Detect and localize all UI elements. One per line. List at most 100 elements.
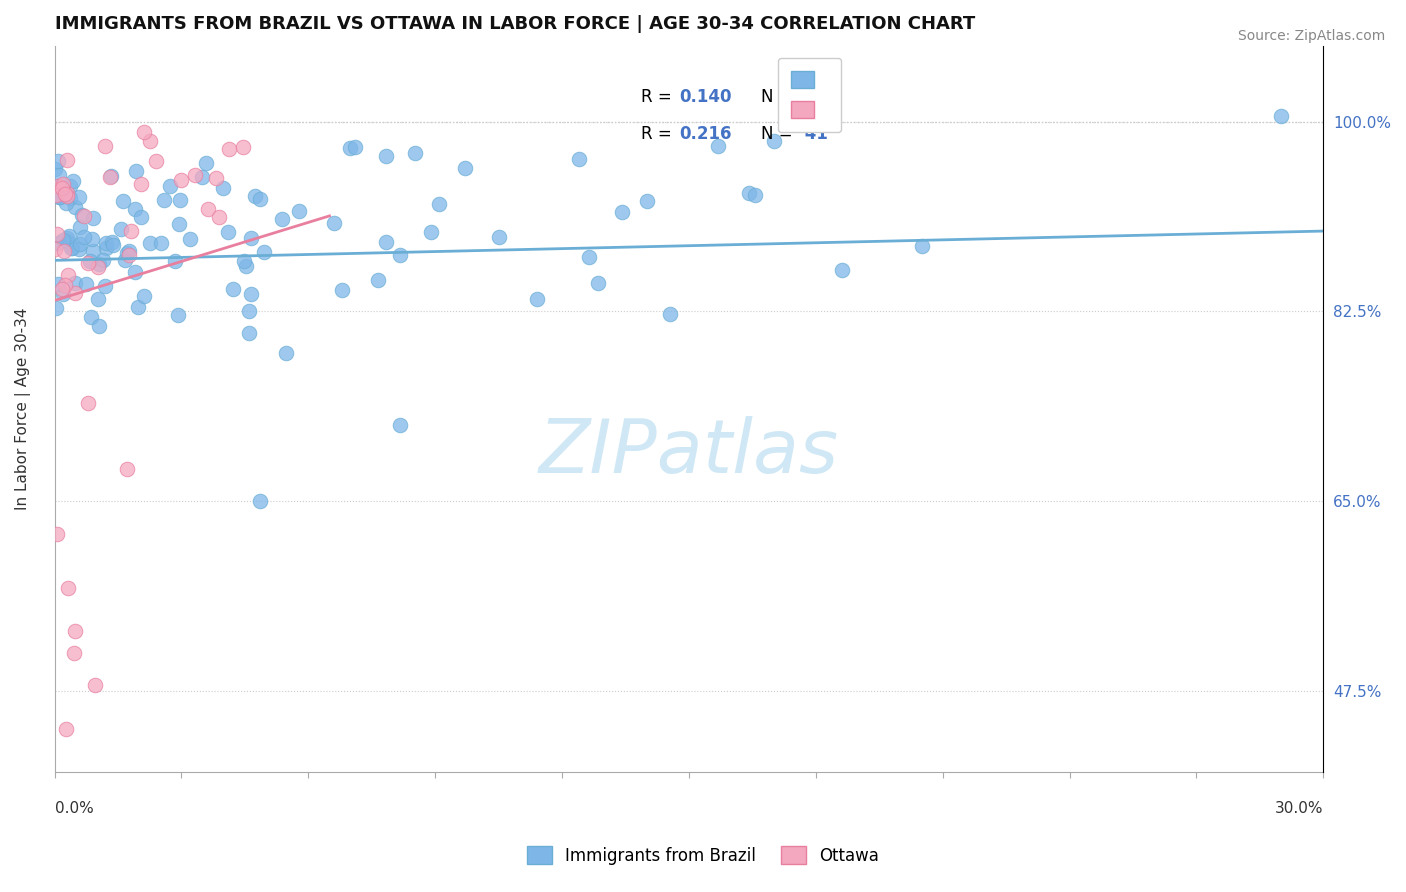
Point: [138, 236, 160, 251]
Point: [243, 189, 266, 203]
Point: [343, 140, 366, 154]
Point: [240, 287, 263, 301]
Point: [129, 177, 152, 191]
Point: [91, 253, 114, 268]
Point: [56, 230, 79, 244]
Point: [179, 232, 201, 246]
Legend: Immigrants from Brazil, Ottawa: Immigrants from Brazil, Ottawa: [519, 838, 887, 873]
Text: 0.216: 0.216: [679, 125, 731, 144]
Point: [235, 259, 257, 273]
Text: 41: 41: [800, 125, 828, 144]
Point: [167, 217, 190, 231]
Text: R =: R =: [641, 125, 676, 144]
Point: [217, 225, 239, 239]
Point: [120, 224, 142, 238]
Point: [610, 205, 633, 219]
Point: [568, 153, 591, 167]
Point: [55, 722, 77, 736]
Point: [55, 189, 77, 203]
Point: [53, 244, 76, 258]
Point: [195, 155, 218, 169]
Point: [49, 190, 72, 204]
Text: Source: ZipAtlas.com: Source: ZipAtlas.com: [1237, 29, 1385, 43]
Point: [48, 168, 70, 182]
Point: [73, 229, 96, 244]
Text: N =: N =: [761, 87, 799, 105]
Point: [60, 241, 83, 255]
Point: [117, 245, 139, 260]
Point: [212, 180, 235, 194]
Point: [375, 149, 398, 163]
Point: [233, 254, 256, 268]
Point: [77, 256, 100, 270]
Point: [77, 396, 100, 410]
Point: [204, 171, 226, 186]
Point: [124, 265, 146, 279]
Point: [51, 180, 73, 194]
Point: [46, 227, 69, 241]
Point: [56, 186, 79, 200]
Point: [67, 242, 90, 256]
Point: [101, 235, 124, 249]
Point: [454, 161, 477, 176]
Point: [118, 248, 141, 262]
Point: [222, 282, 245, 296]
Point: [831, 263, 853, 277]
Point: [52, 233, 75, 247]
Point: [1270, 109, 1292, 123]
Point: [44, 161, 66, 176]
Point: [60, 241, 83, 255]
Point: [737, 186, 759, 200]
Point: [51, 286, 73, 301]
Point: [87, 260, 110, 275]
Point: [101, 238, 124, 252]
Point: [389, 418, 412, 433]
Point: [132, 289, 155, 303]
Point: [56, 153, 79, 168]
Point: [48, 190, 70, 204]
Point: [184, 168, 207, 182]
Point: [45, 526, 67, 541]
Point: [159, 179, 181, 194]
Point: [586, 276, 609, 290]
Point: [191, 170, 214, 185]
Point: [118, 244, 141, 259]
Point: [93, 279, 115, 293]
Point: [46, 277, 69, 292]
Point: [526, 292, 548, 306]
Point: [367, 273, 389, 287]
Point: [115, 461, 138, 475]
Point: [46, 179, 69, 194]
Point: [288, 204, 311, 219]
Point: [87, 292, 110, 306]
Point: [238, 304, 260, 318]
Point: [197, 202, 219, 216]
Point: [69, 219, 91, 234]
Point: [252, 244, 274, 259]
Point: [53, 187, 76, 202]
Point: [63, 276, 86, 290]
Point: [59, 191, 82, 205]
Point: [169, 194, 191, 208]
Point: [110, 222, 132, 236]
Text: R =: R =: [641, 87, 676, 105]
Point: [129, 210, 152, 224]
Point: [249, 192, 271, 206]
Point: [249, 494, 271, 508]
Point: [65, 624, 87, 639]
Point: [94, 139, 117, 153]
Text: ZIPatlas: ZIPatlas: [538, 417, 839, 489]
Point: [762, 134, 785, 148]
Point: [87, 319, 110, 334]
Point: [427, 197, 450, 211]
Point: [240, 231, 263, 245]
Point: [80, 232, 103, 246]
Point: [374, 235, 396, 249]
Point: [84, 678, 107, 692]
Point: [72, 208, 94, 222]
Point: [578, 250, 600, 264]
Point: [48, 154, 70, 169]
Point: [56, 235, 79, 249]
Point: [82, 211, 104, 226]
Point: [132, 125, 155, 139]
